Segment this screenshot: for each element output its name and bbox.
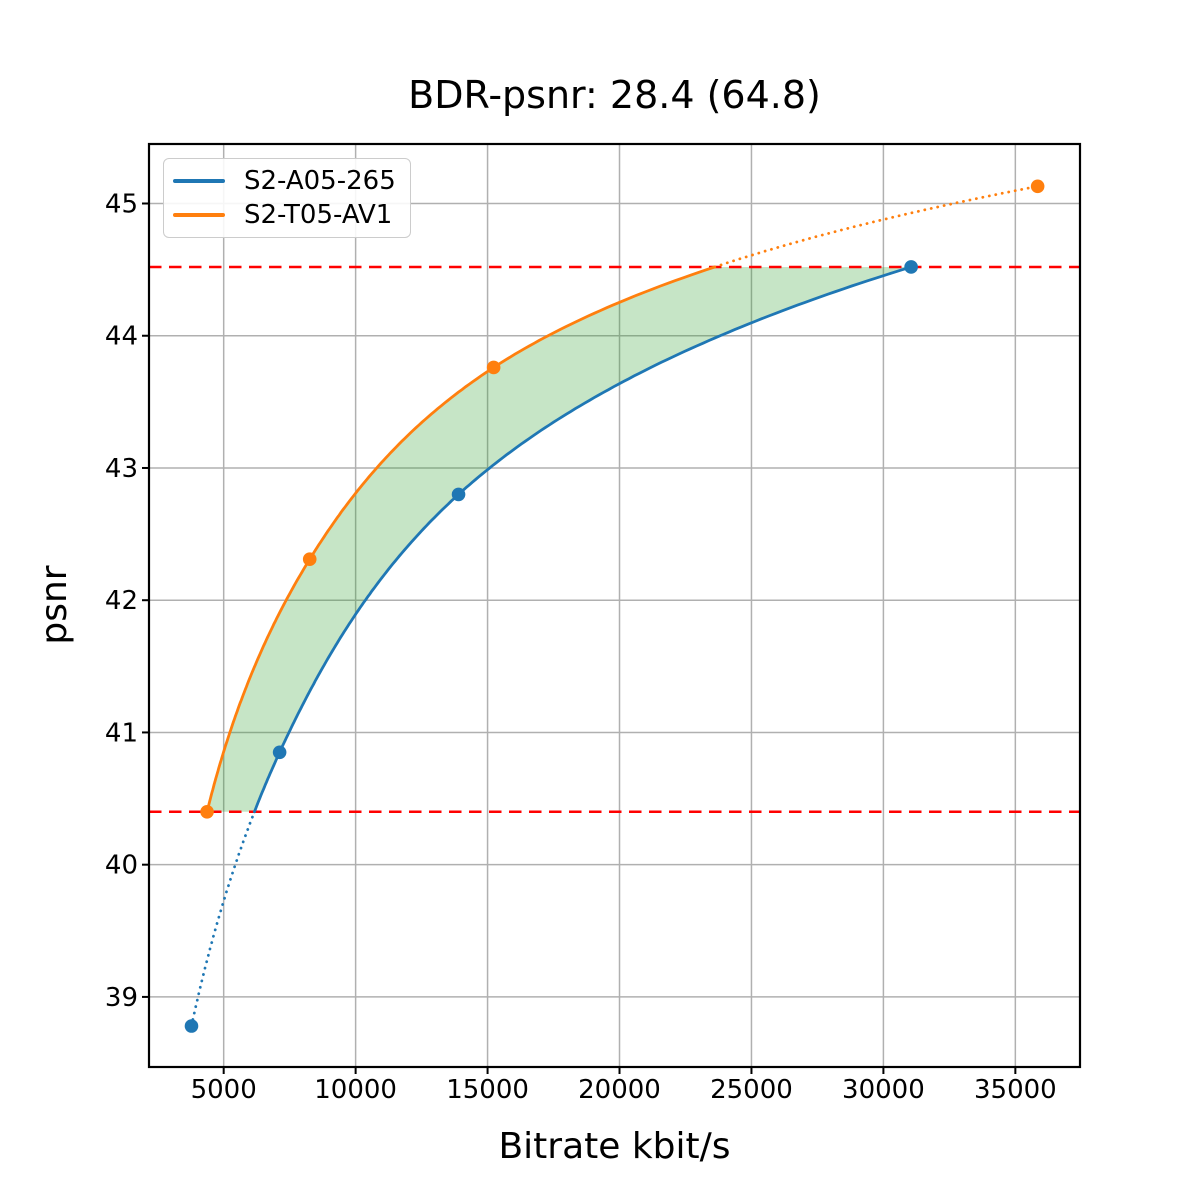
axis-ticks <box>142 202 1017 1074</box>
y-tick-label: 41 <box>105 718 138 748</box>
legend-item-series-1: S2-T05-AV1 <box>173 198 396 232</box>
bd-shaded-region <box>207 267 912 812</box>
data-point <box>184 1019 199 1033</box>
y-tick-label: 43 <box>105 454 138 484</box>
x-tick-label: 35000 <box>974 1075 1057 1105</box>
data-point <box>1030 179 1045 194</box>
legend-line-sample-blue <box>173 179 225 183</box>
legend-label-series-1: S2-T05-AV1 <box>244 200 393 230</box>
data-point <box>302 552 317 567</box>
x-tick-label: 10000 <box>314 1075 397 1105</box>
x-axis-label: Bitrate kbit/s <box>498 1126 731 1167</box>
data-point <box>904 260 918 274</box>
gridlines <box>149 144 1080 1067</box>
series-s2-a05-265-dotted-curve <box>190 810 256 1028</box>
x-tick-label: 5000 <box>191 1075 257 1105</box>
series-s2-a05-265-solid-curve <box>253 265 913 814</box>
series-s2-t05-av1-dotted-curve <box>713 184 1039 269</box>
x-tick-label: 15000 <box>446 1075 529 1105</box>
y-tick-label: 42 <box>105 586 138 616</box>
bd-bound-lines <box>149 265 1080 814</box>
y-tick-label: 44 <box>105 322 138 352</box>
series-s2-t05-av1-markers <box>200 179 1045 819</box>
x-tick-label: 30000 <box>842 1075 925 1105</box>
x-tick-label: 25000 <box>710 1075 793 1105</box>
data-point <box>451 487 466 502</box>
y-tick-label: 39 <box>105 983 138 1013</box>
data-point <box>486 360 501 375</box>
legend-line-sample-orange <box>173 213 225 217</box>
tick-labels: 5000 10000 15000 20000 25000 30000 35000 39 40 41… <box>105 190 1057 1105</box>
y-tick-label: 40 <box>105 851 138 881</box>
legend-label-series-0: S2-A05-265 <box>244 166 396 196</box>
plot-border <box>147 142 1082 1069</box>
series-s2-t05-av1-solid-curve <box>205 265 717 814</box>
legend: S2-A05-265 S2-T05-AV1 <box>163 158 411 238</box>
series-s2-a05-265-markers <box>184 260 918 1033</box>
y-tick-label: 45 <box>105 190 138 220</box>
x-tick-label: 20000 <box>578 1075 661 1105</box>
chart-title: BDR-psnr: 28.4 (64.8) <box>408 73 821 117</box>
legend-item-series-0: S2-A05-265 <box>173 164 396 198</box>
data-point <box>200 804 214 819</box>
data-point <box>272 745 287 760</box>
